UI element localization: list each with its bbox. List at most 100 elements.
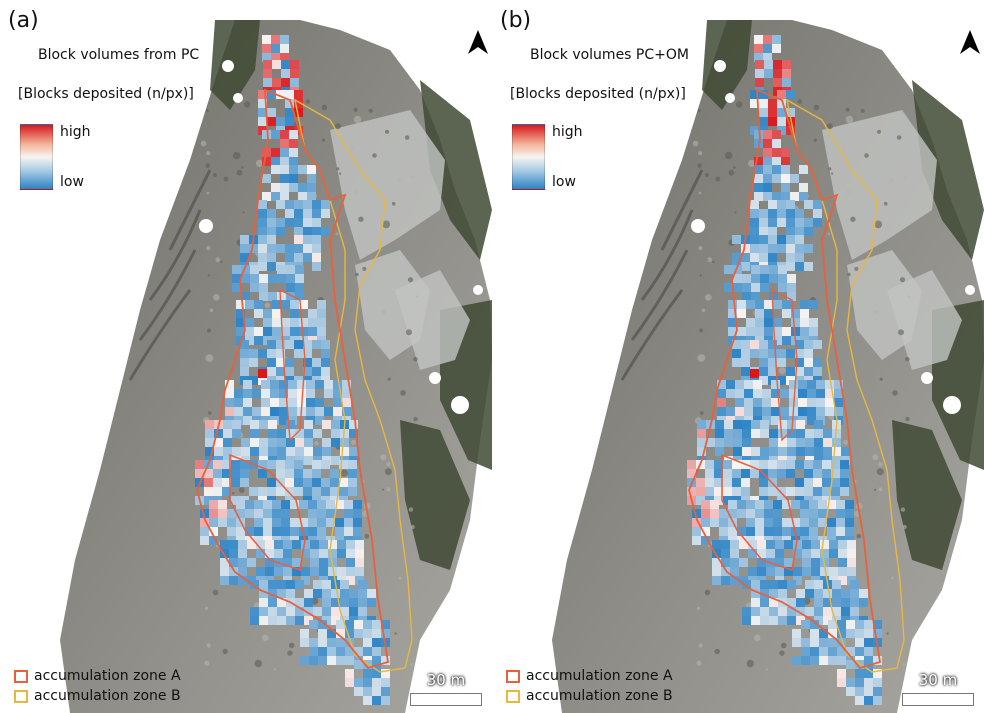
heatmap-cell xyxy=(701,518,710,527)
heatmap-cell xyxy=(732,469,741,478)
heatmap-cell xyxy=(301,567,310,576)
heatmap-cell xyxy=(289,174,298,183)
heatmap-cell xyxy=(218,518,227,527)
heatmap-cell xyxy=(741,358,750,367)
heatmap-cell xyxy=(354,629,363,638)
heatmap-cell xyxy=(793,576,802,585)
heatmap-cell xyxy=(259,580,268,589)
heatmap-cell xyxy=(753,389,762,398)
heatmap-cell xyxy=(804,218,813,227)
debris-block xyxy=(864,124,868,127)
heatmap-cell xyxy=(801,638,810,647)
heatmap-cell xyxy=(769,580,778,589)
heatmap-cell xyxy=(787,598,796,607)
heatmap-cell xyxy=(344,509,353,518)
heatmap-cell xyxy=(345,638,354,647)
heatmap-cell xyxy=(814,438,823,447)
debris-block xyxy=(241,166,244,169)
heatmap-cell xyxy=(828,620,837,629)
heatmap-cell xyxy=(739,540,748,549)
heatmap-cell xyxy=(258,99,267,108)
heatmap-cell xyxy=(772,130,781,139)
heatmap-cell xyxy=(367,589,376,598)
cliff-ridge xyxy=(148,209,202,301)
heatmap-cell xyxy=(267,460,276,469)
heatmap-cell xyxy=(298,183,307,192)
deposit-heatmap xyxy=(687,35,882,705)
heatmap-cell xyxy=(256,549,265,558)
heatmap-cell xyxy=(254,527,263,536)
heatmap-cell xyxy=(281,78,290,87)
heatmap-cell xyxy=(710,509,719,518)
zone-a-swatch-icon xyxy=(14,669,28,683)
heatmap-cell xyxy=(279,389,288,398)
heatmap-cell xyxy=(258,469,267,478)
heatmap-cell xyxy=(733,274,742,283)
heatmap-cell xyxy=(804,478,813,487)
heatmap-cell xyxy=(807,398,816,407)
heatmap-cell xyxy=(276,227,285,236)
heatmap-cell xyxy=(741,340,750,349)
debris-block xyxy=(364,533,370,539)
heatmap-cell xyxy=(721,558,730,567)
heatmap-cell xyxy=(245,318,254,327)
heatmap-cell xyxy=(289,130,298,139)
heatmap-cell xyxy=(782,500,791,509)
heatmap-cell xyxy=(336,656,345,665)
heatmap-cell xyxy=(263,69,272,78)
zone-a-outline xyxy=(279,288,306,442)
heatmap-cell xyxy=(798,398,807,407)
heatmap-cell xyxy=(778,580,787,589)
heatmap-cell xyxy=(250,265,259,274)
heatmap-cell xyxy=(732,460,741,469)
heatmap-cell xyxy=(308,518,317,527)
heatmap-cell xyxy=(265,558,274,567)
cliff-ridge xyxy=(660,169,704,251)
heatmap-cell xyxy=(268,292,277,301)
heatmap-cell xyxy=(353,527,362,536)
heatmap-cell xyxy=(809,527,818,536)
heatmap-cell xyxy=(281,69,290,78)
heatmap-cell xyxy=(859,598,868,607)
heatmap-cell xyxy=(764,69,773,78)
heatmap-cell xyxy=(778,429,787,438)
map-panel-b: (b) Block volumes PC+OM [Blocks deposite… xyxy=(492,0,984,713)
heatmap-cell xyxy=(309,638,318,647)
vegetation-area xyxy=(912,80,984,260)
heatmap-cell xyxy=(755,300,764,309)
heatmap-cell xyxy=(232,429,241,438)
debris-block xyxy=(864,153,869,158)
heatmap-cell xyxy=(285,244,294,253)
heatmap-cell xyxy=(286,265,295,274)
heatmap-cell xyxy=(751,283,760,292)
heatmap-cell xyxy=(692,527,701,536)
debris-block xyxy=(696,660,702,666)
north-arrow-icon xyxy=(468,30,488,54)
heatmap-cell xyxy=(312,367,321,376)
heatmap-cell xyxy=(363,669,372,678)
map-title: Block volumes PC+OM xyxy=(530,47,689,63)
heatmap-cell xyxy=(760,420,769,429)
heatmap-cell xyxy=(243,407,252,416)
heatmap-cell xyxy=(267,253,276,262)
heatmap-cell xyxy=(730,558,739,567)
heatmap-cell xyxy=(816,398,825,407)
heatmap-cell xyxy=(353,518,362,527)
debris-block xyxy=(874,488,877,491)
heatmap-cell xyxy=(258,200,267,209)
heatmap-cell xyxy=(254,327,263,336)
heatmap-cell xyxy=(259,447,268,456)
heatmap-cell xyxy=(795,235,804,244)
debris-block xyxy=(896,135,902,140)
heatmap-cell xyxy=(295,292,304,301)
heatmap-cell xyxy=(850,607,859,616)
heatmap-cell xyxy=(786,235,795,244)
zone-b-swatch-icon xyxy=(14,689,28,703)
heatmap-cell xyxy=(696,496,705,505)
heatmap-cell xyxy=(340,607,349,616)
heatmap-cell xyxy=(781,192,790,201)
heatmap-cell xyxy=(344,500,353,509)
heatmap-cell xyxy=(355,567,364,576)
debris-block xyxy=(733,166,736,169)
heatmap-cell xyxy=(705,460,714,469)
